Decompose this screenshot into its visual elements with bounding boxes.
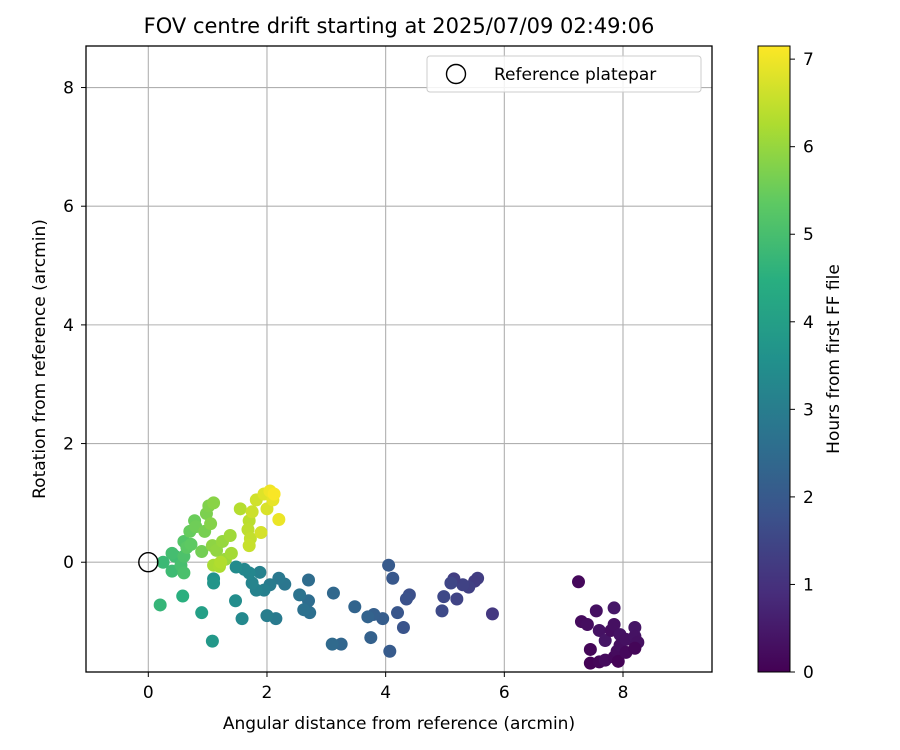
data-point <box>399 592 413 606</box>
colorbar-gradient <box>757 45 791 673</box>
x-tick-label: 8 <box>618 683 629 703</box>
data-point <box>229 594 243 608</box>
colorbar-ticks: 0 1 2 3 4 5 6 7 <box>790 50 814 683</box>
data-point <box>382 558 396 572</box>
data-point <box>245 576 259 590</box>
data-point <box>156 555 170 569</box>
plot-frame <box>85 45 713 673</box>
colorbar-tick-label: 2 <box>803 488 814 508</box>
data-point <box>214 555 228 569</box>
legend: Reference platepar <box>426 55 702 93</box>
data-point <box>435 604 449 618</box>
data-point <box>396 620 410 634</box>
y-axis-ticks: 0 2 4 6 8 <box>63 79 86 573</box>
colorbar-tick-label: 4 <box>803 313 814 333</box>
data-point <box>267 487 281 501</box>
data-point <box>334 637 348 651</box>
data-point <box>571 575 585 589</box>
data-point <box>326 586 340 600</box>
x-axis-ticks: 0 2 4 6 8 <box>143 672 629 703</box>
data-points <box>153 484 645 670</box>
data-point <box>628 620 642 634</box>
data-point <box>589 604 603 618</box>
data-point <box>207 576 221 590</box>
legend-marker <box>445 63 467 85</box>
x-tick-label: 4 <box>380 683 391 703</box>
y-axis-label: Rotation from reference (arcmin) <box>30 219 50 499</box>
data-point <box>165 546 179 560</box>
data-point <box>607 601 621 615</box>
data-point <box>450 592 464 606</box>
data-point <box>391 606 405 620</box>
data-point <box>580 618 594 632</box>
y-tick-label: 6 <box>63 197 74 217</box>
data-point <box>348 600 362 614</box>
data-point <box>297 603 311 617</box>
data-point <box>386 571 400 585</box>
data-point <box>583 642 597 656</box>
legend-box <box>426 55 702 93</box>
x-tick-label: 0 <box>143 683 154 703</box>
data-point <box>176 589 190 603</box>
x-tick-label: 6 <box>499 683 510 703</box>
reference-platepar-marker <box>138 552 159 573</box>
data-point <box>184 537 198 551</box>
y-tick-label: 0 <box>63 553 74 573</box>
data-point <box>207 496 221 510</box>
data-point <box>223 529 237 543</box>
chart-title: FOV centre drift starting at 2025/07/09 … <box>144 14 655 38</box>
y-tick-label: 2 <box>63 435 74 455</box>
data-point <box>272 571 286 585</box>
data-point <box>607 618 621 632</box>
data-point <box>628 641 642 655</box>
data-point <box>444 576 458 590</box>
legend-label: Reference platepar <box>494 65 656 85</box>
data-point <box>245 505 259 519</box>
data-point <box>235 612 249 626</box>
data-point <box>229 560 243 574</box>
data-point <box>260 609 274 623</box>
reference-point <box>138 552 159 573</box>
y-tick-label: 4 <box>63 316 74 336</box>
data-point <box>302 573 316 587</box>
data-point <box>364 631 378 645</box>
data-point <box>361 610 375 624</box>
colorbar-tick-label: 5 <box>803 225 814 245</box>
data-point <box>195 606 209 620</box>
x-axis-label: Angular distance from reference (arcmin) <box>223 714 575 734</box>
colorbar-tick-label: 0 <box>803 663 814 683</box>
data-point <box>224 546 238 560</box>
colorbar-tick-label: 1 <box>803 575 814 595</box>
data-point <box>177 566 191 580</box>
colorbar-label: Hours from first FF file <box>824 264 844 454</box>
data-point <box>592 623 606 637</box>
data-point <box>325 637 339 651</box>
data-point <box>611 654 625 668</box>
data-point <box>254 526 268 540</box>
data-point <box>242 539 256 553</box>
colorbar-tick-label: 7 <box>803 50 814 70</box>
colorbar: 0 1 2 3 4 5 6 7 Hours from first FF file <box>757 45 844 683</box>
data-point <box>485 607 499 621</box>
data-point <box>437 590 451 604</box>
data-point <box>272 513 286 527</box>
colorbar-tick-label: 6 <box>803 138 814 158</box>
data-point <box>233 502 247 516</box>
data-point <box>153 598 167 612</box>
data-point <box>204 517 218 531</box>
data-point <box>195 545 209 559</box>
x-tick-label: 2 <box>262 683 273 703</box>
data-point <box>383 644 397 658</box>
data-point <box>205 634 219 648</box>
colorbar-tick-label: 3 <box>803 400 814 420</box>
data-point <box>293 588 307 602</box>
data-point <box>598 634 612 648</box>
y-tick-label: 8 <box>63 79 74 99</box>
data-point <box>253 565 267 579</box>
